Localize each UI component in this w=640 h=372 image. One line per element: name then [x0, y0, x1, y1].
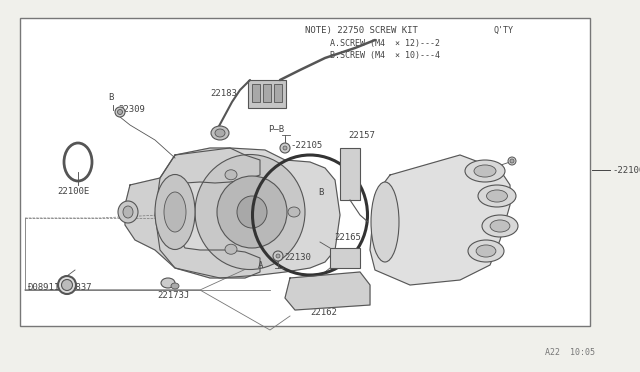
Text: 22183: 22183 — [210, 89, 237, 98]
Ellipse shape — [217, 176, 287, 248]
Bar — [340, 148, 360, 200]
Bar — [20, 18, 590, 326]
Text: 22157: 22157 — [348, 131, 375, 140]
Ellipse shape — [164, 192, 186, 232]
Text: 22173J: 22173J — [157, 291, 189, 300]
Polygon shape — [370, 155, 510, 285]
Polygon shape — [285, 272, 370, 310]
Ellipse shape — [482, 215, 518, 237]
Ellipse shape — [195, 154, 305, 269]
Circle shape — [276, 254, 280, 258]
Ellipse shape — [171, 283, 179, 289]
Ellipse shape — [155, 174, 195, 250]
Text: Ð08911-10837: Ð08911-10837 — [28, 283, 93, 292]
Circle shape — [118, 109, 122, 115]
Circle shape — [61, 279, 72, 291]
Text: B: B — [108, 93, 113, 102]
Bar — [252, 84, 260, 102]
Text: A: A — [258, 261, 264, 270]
Text: -22100: -22100 — [612, 166, 640, 175]
Ellipse shape — [490, 220, 510, 232]
Ellipse shape — [486, 190, 508, 202]
Circle shape — [58, 276, 76, 294]
Ellipse shape — [225, 170, 237, 180]
Ellipse shape — [476, 245, 496, 257]
Circle shape — [273, 251, 283, 261]
Text: NOTE) 22750 SCREW KIT: NOTE) 22750 SCREW KIT — [305, 26, 418, 35]
FancyBboxPatch shape — [330, 248, 360, 268]
Ellipse shape — [371, 182, 399, 262]
Ellipse shape — [161, 278, 175, 288]
Text: 22130: 22130 — [284, 253, 311, 262]
Text: A.SCREW (M4  × 12)---2: A.SCREW (M4 × 12)---2 — [330, 39, 440, 48]
Ellipse shape — [237, 196, 267, 228]
Ellipse shape — [123, 206, 133, 218]
Polygon shape — [155, 148, 340, 278]
Circle shape — [115, 107, 125, 117]
Bar — [248, 80, 286, 108]
Text: 22165: 22165 — [334, 233, 361, 242]
Ellipse shape — [215, 129, 225, 137]
Bar — [274, 84, 282, 102]
Bar — [263, 84, 271, 102]
Text: -22105: -22105 — [290, 141, 323, 150]
Ellipse shape — [468, 240, 504, 262]
Ellipse shape — [474, 165, 496, 177]
Text: B: B — [318, 188, 323, 197]
Ellipse shape — [288, 207, 300, 217]
Circle shape — [510, 159, 514, 163]
Polygon shape — [125, 148, 260, 278]
Ellipse shape — [118, 201, 138, 223]
Text: 22309: 22309 — [118, 105, 145, 114]
Text: 22162: 22162 — [310, 308, 337, 317]
Text: P—B: P—B — [268, 125, 284, 134]
Ellipse shape — [478, 185, 516, 207]
Text: B.SCREW (M4  × 10)---4: B.SCREW (M4 × 10)---4 — [330, 51, 440, 60]
Circle shape — [283, 146, 287, 150]
Ellipse shape — [211, 126, 229, 140]
Text: Q'TY: Q'TY — [493, 26, 513, 35]
Text: 22100E: 22100E — [57, 187, 89, 196]
Ellipse shape — [225, 244, 237, 254]
Circle shape — [508, 157, 516, 165]
Ellipse shape — [465, 160, 505, 182]
Circle shape — [280, 143, 290, 153]
Text: A22  10:05: A22 10:05 — [545, 348, 595, 357]
